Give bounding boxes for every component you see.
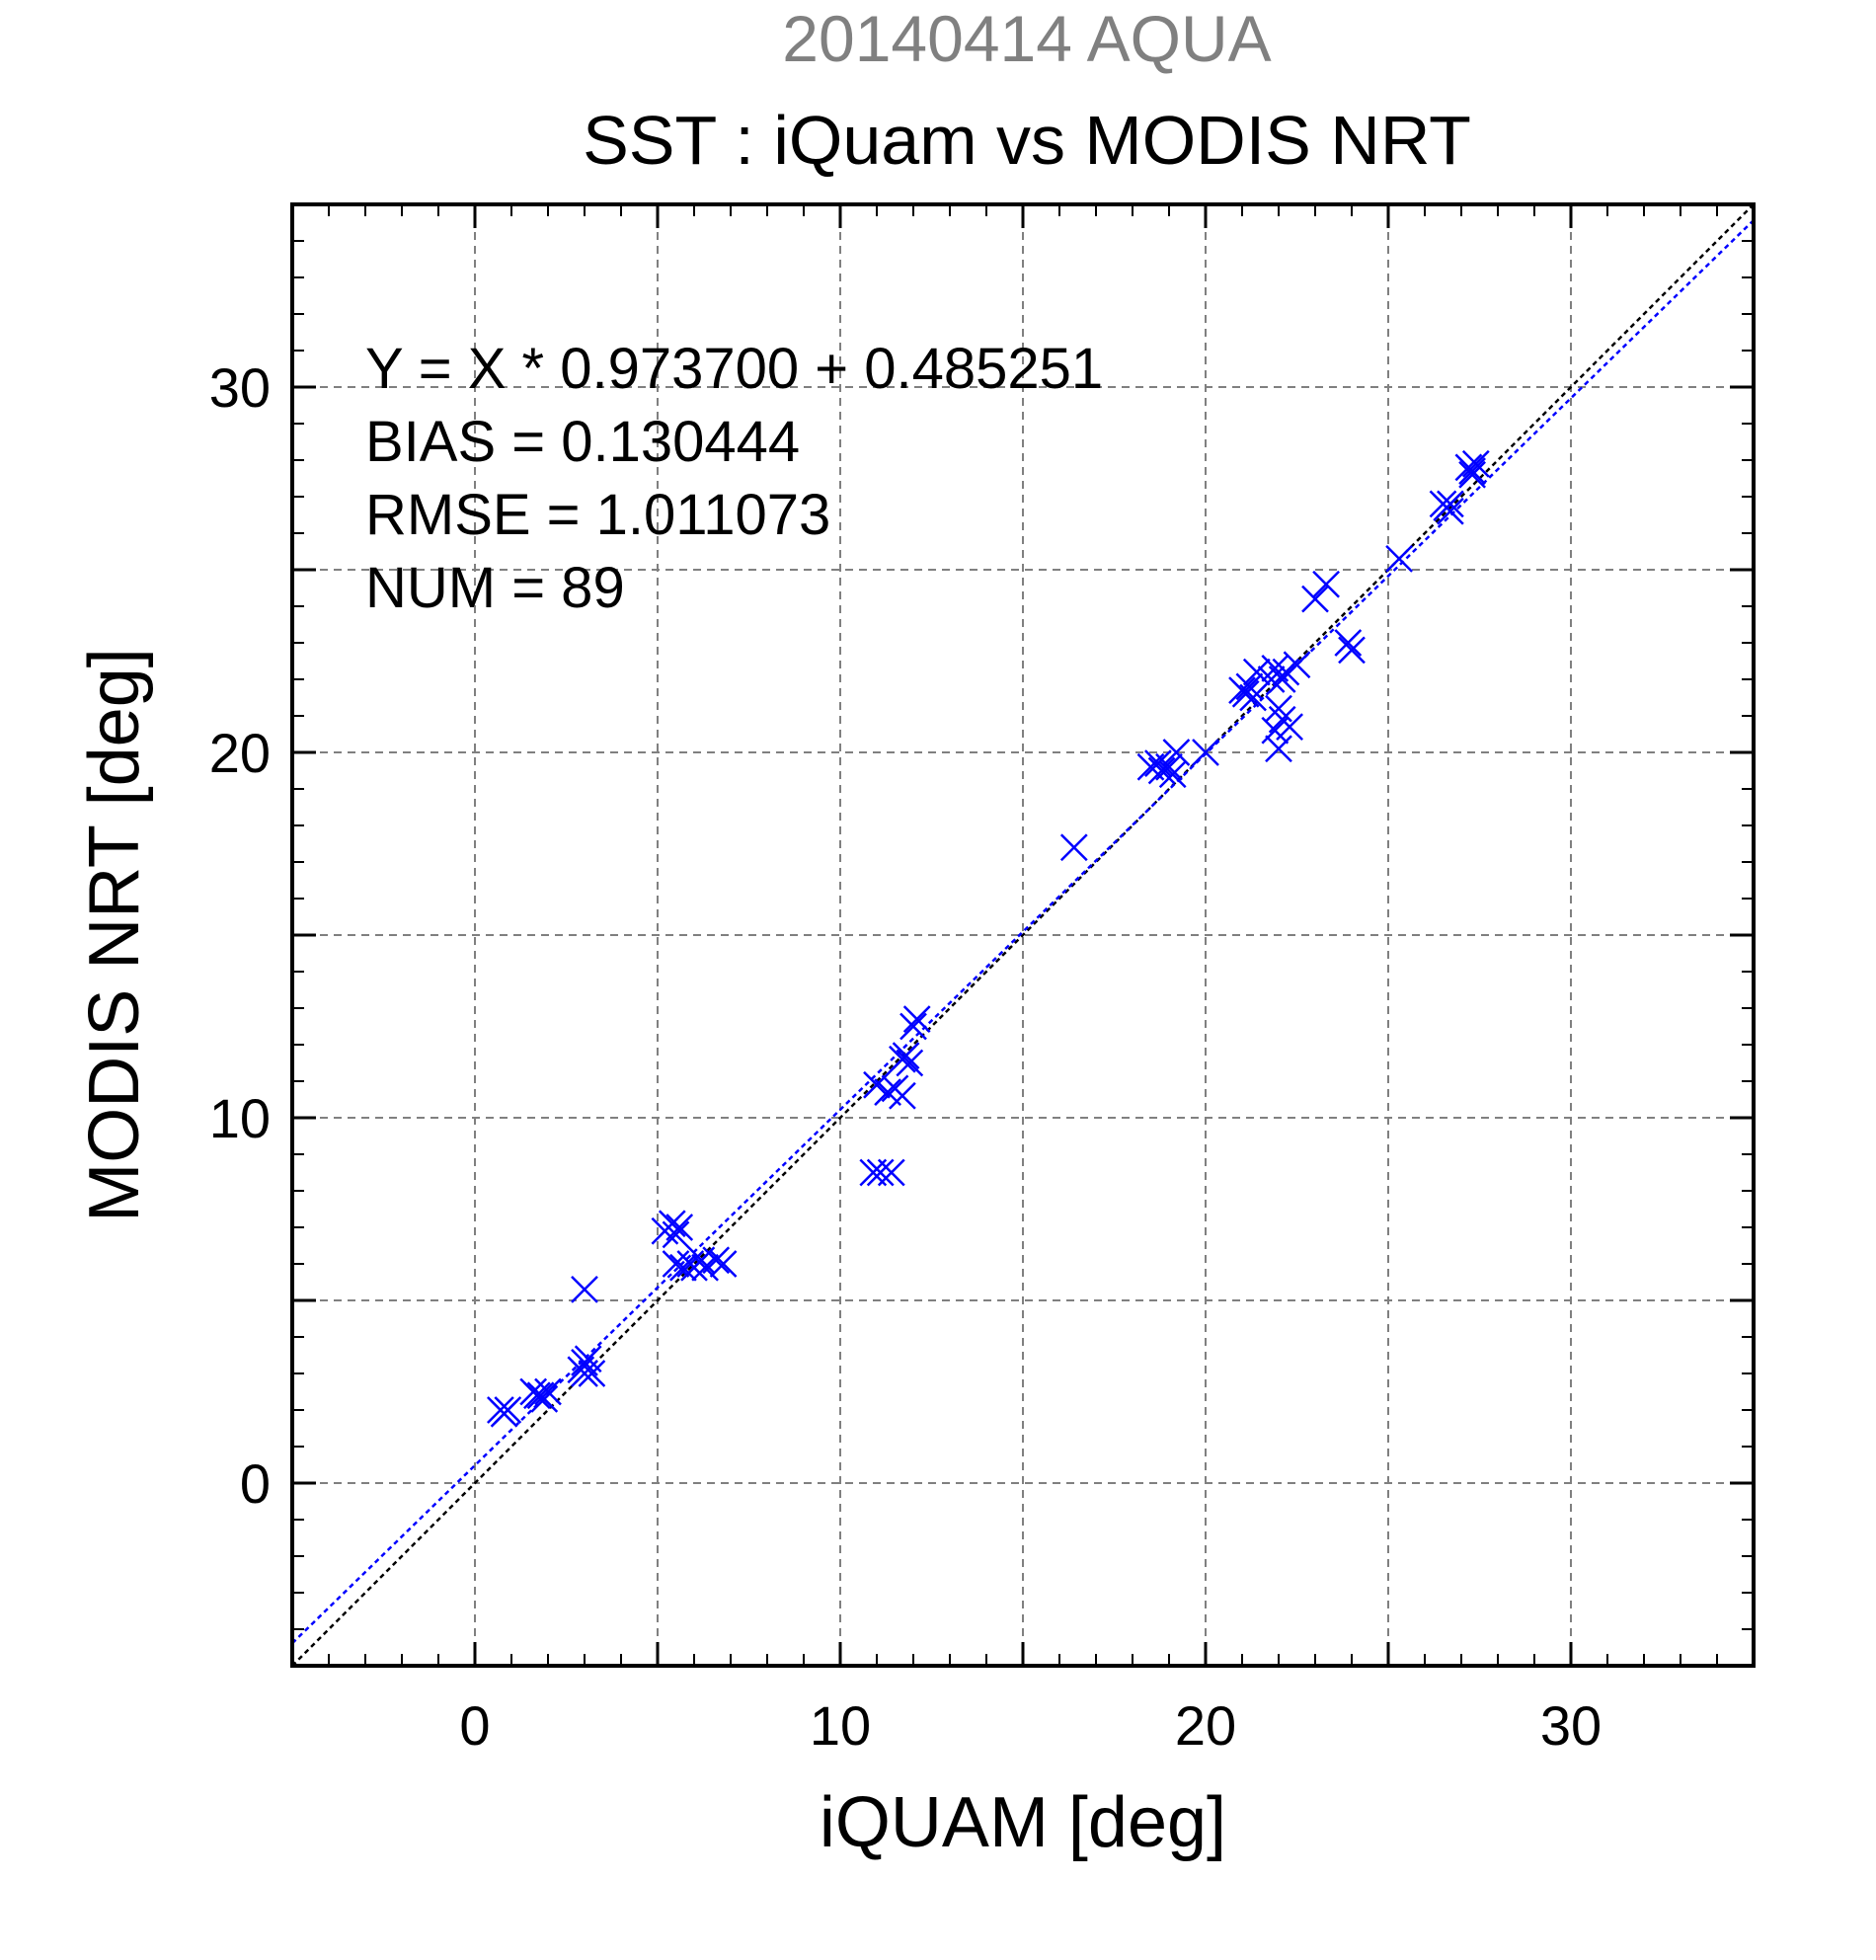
scatter-point bbox=[1162, 739, 1191, 766]
scatter-point bbox=[1283, 651, 1311, 679]
y-tick-label: 30 bbox=[209, 356, 271, 419]
scatter-point bbox=[658, 1210, 686, 1238]
x-tick-label: 20 bbox=[1175, 1694, 1236, 1757]
scatter-point bbox=[1458, 460, 1486, 489]
annotation-bias: BIAS = 0.130444 bbox=[365, 410, 800, 474]
annotation-rmse: RMSE = 1.011073 bbox=[365, 483, 830, 547]
scatter-point bbox=[578, 1360, 606, 1387]
scatter-point bbox=[1385, 545, 1413, 573]
scatter-point bbox=[1312, 570, 1340, 598]
scatter-point bbox=[1257, 666, 1286, 693]
scatter-point bbox=[1437, 490, 1464, 518]
y-tick-label: 10 bbox=[209, 1087, 271, 1149]
scatter-point bbox=[1334, 629, 1363, 657]
scatter-point bbox=[1231, 679, 1260, 708]
scatter-point bbox=[1458, 457, 1486, 485]
grid-lines bbox=[292, 204, 1754, 1666]
scatter-point bbox=[669, 1253, 697, 1282]
scatter-point bbox=[1235, 672, 1264, 701]
x-tick-label: 30 bbox=[1540, 1694, 1602, 1757]
annotation-num: NUM = 89 bbox=[365, 556, 625, 620]
scatter-point bbox=[892, 1042, 920, 1069]
x-tick-label: 10 bbox=[810, 1694, 871, 1757]
scatter-point bbox=[1461, 449, 1490, 478]
stats-annotation: Y = X * 0.973700 + 0.485251 BIAS = 0.130… bbox=[365, 337, 1103, 620]
scatter-point bbox=[866, 1158, 895, 1187]
identity-line bbox=[291, 203, 1755, 1667]
scatter-point bbox=[494, 1396, 522, 1424]
x-tick-label: 0 bbox=[459, 1694, 490, 1757]
x-tick-labels: 0 10 20 30 bbox=[459, 1694, 1602, 1757]
scatter-point bbox=[1265, 694, 1292, 723]
scatter-point bbox=[902, 1005, 931, 1033]
y-axis-label: MODIS NRT [deg] bbox=[75, 648, 154, 1222]
scatter-point bbox=[571, 1276, 598, 1303]
scatter-point bbox=[702, 1246, 731, 1275]
chart-suptitle: 20140414 AQUA bbox=[782, 2, 1271, 75]
scatter-point bbox=[1276, 713, 1303, 741]
y-tick-labels: 0 10 20 30 bbox=[209, 356, 271, 1515]
plot-frame bbox=[290, 202, 1756, 1668]
scatter-point bbox=[709, 1250, 738, 1278]
scatter-point bbox=[662, 1250, 690, 1278]
scatter-point bbox=[1265, 735, 1292, 763]
chart-title: SST : iQuam vs MODIS NRT bbox=[583, 102, 1471, 179]
scatter-point bbox=[530, 1385, 559, 1413]
scatter-point bbox=[662, 1220, 690, 1249]
data-points bbox=[487, 449, 1490, 1428]
scatter-point bbox=[1155, 752, 1183, 781]
scatter-point bbox=[1301, 585, 1329, 613]
scatter-point bbox=[1242, 658, 1271, 686]
scatter-point bbox=[1338, 636, 1366, 665]
scatter-point bbox=[1059, 833, 1088, 862]
scatter-point bbox=[523, 1381, 551, 1410]
scatter-point bbox=[665, 1214, 694, 1241]
scatter-point bbox=[877, 1158, 905, 1187]
scatter-point bbox=[534, 1377, 562, 1406]
y-tick-label: 20 bbox=[209, 722, 271, 784]
scatter-point bbox=[1192, 739, 1219, 766]
scatter-point bbox=[1144, 749, 1172, 777]
scatter-point bbox=[896, 1049, 924, 1077]
x-axis-label: iQUAM [deg] bbox=[820, 1783, 1226, 1862]
y-tick-label: 0 bbox=[240, 1452, 271, 1515]
annotation-fit-equation: Y = X * 0.973700 + 0.485251 bbox=[365, 337, 1103, 401]
scatter-point bbox=[1147, 756, 1176, 785]
scatter-point bbox=[1437, 497, 1464, 525]
scatter-point bbox=[889, 1081, 916, 1110]
scatter-point bbox=[899, 1012, 927, 1041]
